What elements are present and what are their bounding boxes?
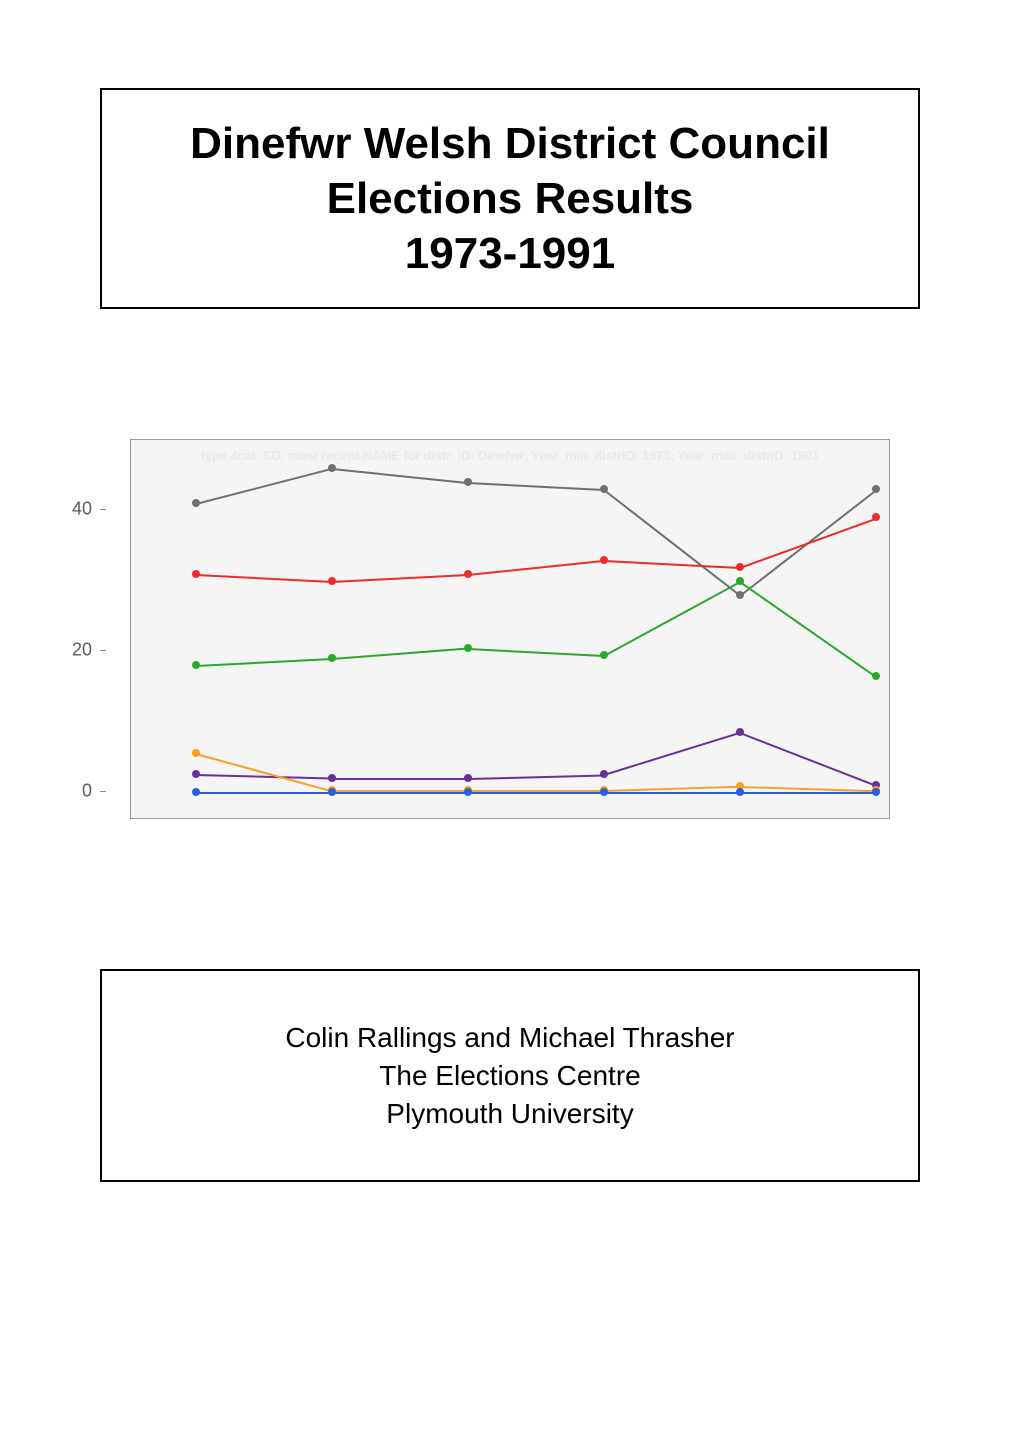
- chart-line-segment: [468, 774, 604, 780]
- chart-data-point: [192, 788, 200, 796]
- chart-line-segment: [468, 482, 604, 491]
- chart-data-point: [192, 749, 200, 757]
- chart-data-point: [736, 788, 744, 796]
- page-container: Dinefwr Welsh District Council Elections…: [0, 0, 1020, 1442]
- title-line-2: Elections Results: [327, 174, 694, 223]
- chart-data-point: [600, 770, 608, 778]
- chart-wrapper: 02040 type 4cat: SD, most recent NAME fo…: [100, 439, 920, 819]
- chart-line-segment: [468, 560, 604, 576]
- chart-data-point: [328, 774, 336, 782]
- chart-data-point: [736, 591, 744, 599]
- chart-line-segment: [603, 489, 740, 596]
- chart-data-point: [600, 788, 608, 796]
- chart-data-point: [736, 577, 744, 585]
- chart-line-segment: [332, 648, 468, 661]
- chart-data-point: [600, 556, 608, 564]
- y-tick-mark: [100, 791, 106, 792]
- chart-line-segment: [196, 774, 332, 780]
- chart-line-segment: [332, 574, 468, 583]
- chart-data-point: [736, 563, 744, 571]
- chart-line-segment: [195, 468, 332, 505]
- chart-line-segment: [196, 574, 332, 583]
- chart-line-segment: [739, 517, 876, 568]
- chart-data-point: [192, 770, 200, 778]
- author-line-3: Plymouth University: [126, 1095, 894, 1133]
- chart-line-segment: [468, 792, 604, 794]
- author-line-1: Colin Rallings and Michael Thrasher: [126, 1019, 894, 1057]
- chart-data-point: [872, 513, 880, 521]
- chart-plot-wrapper: 02040 type 4cat: SD, most recent NAME fo…: [130, 439, 890, 819]
- chart-line-segment: [196, 792, 332, 794]
- chart-data-point: [872, 672, 880, 680]
- chart-line-segment: [332, 778, 468, 780]
- chart-data-point: [464, 570, 472, 578]
- chart-data-point: [328, 577, 336, 585]
- chart-data-point: [600, 485, 608, 493]
- y-tick-mark: [100, 509, 106, 510]
- document-title: Dinefwr Welsh District Council Elections…: [120, 116, 900, 281]
- chart-line-segment: [740, 792, 876, 794]
- chart-line-segment: [196, 658, 332, 667]
- title-line-1: Dinefwr Welsh District Council: [190, 119, 830, 168]
- chart-data-point: [328, 654, 336, 662]
- title-line-3: 1973-1991: [405, 229, 615, 278]
- chart-line-segment: [195, 753, 332, 792]
- chart-data-point: [464, 478, 472, 486]
- chart-line-segment: [739, 581, 876, 678]
- chart-data-point: [464, 788, 472, 796]
- chart-data-point: [464, 644, 472, 652]
- chart-line-segment: [604, 560, 740, 569]
- chart-data-point: [192, 661, 200, 669]
- chart-data-point: [192, 499, 200, 507]
- chart-line-segment: [332, 468, 468, 484]
- chart-line-segment: [739, 732, 876, 787]
- chart-line-segment: [468, 648, 604, 657]
- chart-data-point: [872, 485, 880, 493]
- title-box: Dinefwr Welsh District Council Elections…: [100, 88, 920, 309]
- chart-line-segment: [332, 792, 468, 794]
- chart-data-point: [192, 570, 200, 578]
- chart-data-point: [872, 788, 880, 796]
- y-tick-label: 0: [82, 780, 92, 801]
- chart-line-segment: [603, 732, 740, 776]
- y-tick-label: 20: [72, 640, 92, 661]
- chart-line-segment: [604, 792, 740, 794]
- author-box: Colin Rallings and Michael Thrasher The …: [100, 969, 920, 1182]
- chart-data-point: [328, 464, 336, 472]
- author-line-2: The Elections Centre: [126, 1057, 894, 1095]
- chart-data-point: [600, 651, 608, 659]
- chart-inner-title: type 4cat: SD, most recent NAME for dist…: [201, 448, 819, 463]
- chart-data-point: [736, 728, 744, 736]
- chart-data-point: [328, 788, 336, 796]
- plot-area: type 4cat: SD, most recent NAME for dist…: [130, 439, 890, 819]
- y-tick-label: 40: [72, 499, 92, 520]
- y-tick-mark: [100, 650, 106, 651]
- chart-data-point: [464, 774, 472, 782]
- chart-line-segment: [603, 581, 740, 657]
